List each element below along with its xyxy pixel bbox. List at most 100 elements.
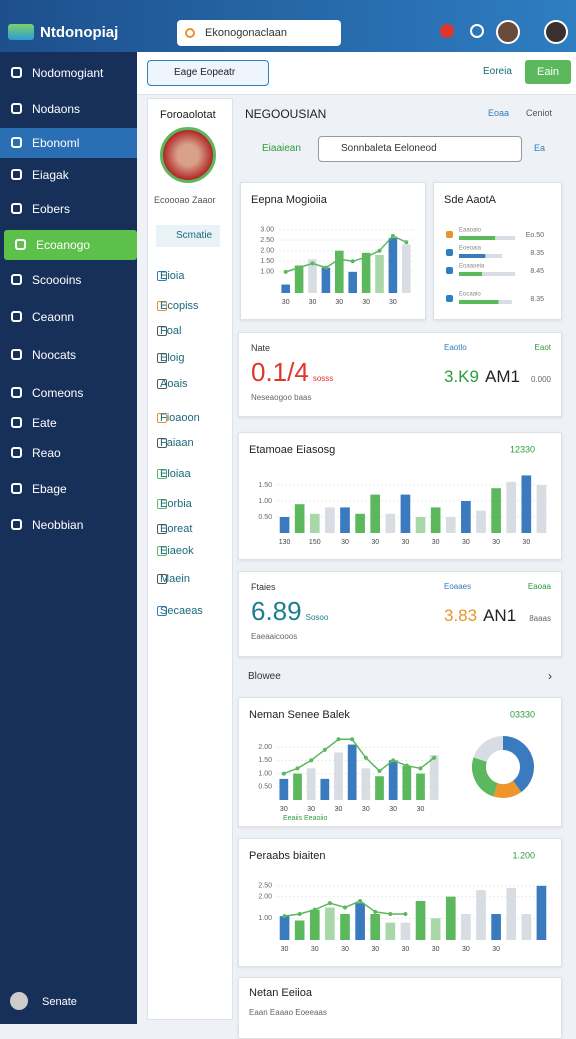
toolbar-search-text: Eage Eopeatr [174, 67, 236, 78]
notification-icon[interactable] [440, 24, 454, 38]
bar [340, 507, 350, 533]
sidebar-icon [15, 239, 26, 250]
profile-item[interactable]: Faiaan [160, 437, 194, 449]
x-tick-label: 30 [282, 299, 290, 306]
x-tick-label: 30 [522, 539, 530, 546]
bar [320, 778, 330, 800]
sidebar-item[interactable]: Nodaons [0, 94, 137, 124]
donut-segment [493, 780, 522, 798]
sidebar-item[interactable]: Comeons [0, 378, 137, 408]
donut-segment [502, 736, 534, 793]
sidebar-icon [11, 447, 22, 458]
chevron[interactable]: › [548, 669, 552, 683]
settings-icon[interactable] [470, 24, 484, 38]
progress-bar [495, 236, 516, 240]
profile-item[interactable]: Eioia [160, 270, 185, 282]
dropdown-side[interactable]: Ea [534, 143, 546, 153]
profile-item[interactable]: Eoreat [160, 523, 193, 535]
bar [476, 510, 486, 533]
search-text: Ekonogonaclaan [205, 27, 287, 39]
kpi-unit: Sosoo [305, 613, 329, 622]
profile-item[interactable]: Eloig [160, 352, 185, 364]
profile-item[interactable]: Eiaeok [160, 545, 194, 557]
profile-item[interactable]: Foal [160, 325, 182, 337]
bar [415, 901, 426, 940]
bar [294, 504, 305, 533]
search-icon [185, 28, 195, 38]
sidebar-icon [11, 311, 22, 322]
toolbar-search[interactable]: Eage Eopeatr [147, 60, 269, 86]
progress-value: 8.35 [530, 250, 544, 257]
chart: Peraabs biaiten 1.200 1.00 2.00 2.50 30 30 30 30… [249, 850, 549, 953]
line [285, 234, 407, 273]
kpi-right-tag: Eaoaa [527, 582, 551, 591]
bar [279, 517, 290, 533]
avatar[interactable] [544, 20, 568, 44]
logo [8, 24, 34, 40]
sidebar-item[interactable]: Eiagak [0, 160, 137, 190]
bar [325, 907, 335, 940]
bar [279, 778, 289, 800]
sidebar-icon [11, 137, 22, 148]
sidebar-item[interactable]: Neobbian [0, 510, 137, 540]
chart-title: Etamoae Eiasosg [249, 444, 335, 456]
bar [321, 267, 331, 293]
y-tick-label: 2.50 [258, 883, 272, 890]
y-tick-label: 1.50 [258, 482, 272, 489]
progress-bar [459, 272, 483, 276]
sidebar-item[interactable]: Ceaonn [0, 302, 137, 332]
profile-item[interactable]: Secaeas [160, 605, 203, 617]
profile-item[interactable]: Eorbia [160, 498, 192, 510]
profile-item[interactable]: Aoais [160, 378, 188, 390]
bar [445, 517, 456, 533]
sidebar-item[interactable]: Nodomogiant [0, 58, 137, 88]
sidebar-item[interactable]: Ebonoml [0, 128, 137, 158]
profile-panel: Foroaolotat Ecoooao Zaaor Scmatie [147, 98, 233, 1020]
sidebar-item[interactable]: Scoooins [0, 265, 137, 295]
avatar[interactable] [496, 20, 520, 44]
profile-item[interactable]: Ecopiss [160, 300, 199, 312]
chart-tag: 1.200 [512, 850, 535, 860]
y-tick-label: 2.00 [258, 894, 272, 901]
chart-tag: 03330 [510, 709, 535, 719]
y-tick-label: 1.00 [258, 498, 272, 505]
search-box[interactable]: Ekonogonaclaan [177, 20, 341, 46]
sidebar-label: Noocats [32, 348, 77, 362]
kpi-card: Ftaies 6.89 Sosoo Eaeaaicooos Eoaaes Eaoaa 3.8… [238, 571, 562, 657]
progress-bar [498, 300, 512, 304]
profile-item[interactable]: Maein [160, 573, 190, 585]
bar [536, 485, 547, 533]
toolbar-link[interactable]: Eoreia [483, 66, 512, 77]
dropdown[interactable]: Sonnbaleta Eeloneod [318, 136, 522, 162]
kpi-value-text: 0.1/4 [251, 357, 309, 387]
sidebar-item[interactable]: Reao [0, 438, 137, 468]
kpi-label: Ftaies [251, 582, 276, 592]
bar [306, 768, 316, 800]
progress-bar [482, 272, 516, 276]
main-link[interactable]: Ceniot [526, 108, 553, 118]
toolbar-button[interactable]: Eain [525, 60, 571, 84]
profile-item[interactable]: Eloiaa [160, 468, 191, 480]
y-tick-label: 1.50 [258, 757, 272, 764]
bar [521, 914, 532, 940]
sidebar-item[interactable]: Eobers [0, 194, 137, 224]
sidebar-item[interactable]: Ecoanogo [4, 230, 137, 260]
bar [415, 517, 426, 533]
y-tick-label: 2.00 [258, 744, 272, 751]
profile-icon [157, 606, 167, 616]
y-tick-label: 2.50 [260, 237, 274, 244]
sidebar-footer: Senate [42, 996, 77, 1008]
footer-card: Netan Eeiioa Eaan Eaaao Eoeeaas [238, 977, 562, 1039]
sidebar-item[interactable]: Ebage [0, 474, 137, 504]
profile-item[interactable]: Fioaoon [160, 412, 200, 424]
main-link[interactable]: Eoaa [488, 108, 510, 118]
chart-card: Eepna Mogioiia 1.00 1.50 2.00 2.50 3.00 30 30 30… [240, 182, 426, 320]
x-tick-label: 30 [432, 946, 440, 953]
chart-tag: 12330 [510, 444, 535, 454]
sidebar-item[interactable]: Eate [0, 408, 137, 438]
sidebar-label: Comeons [32, 386, 84, 400]
sidebar-item[interactable]: Noocats [0, 340, 137, 370]
profile-icon [157, 379, 167, 389]
profile-action[interactable]: Scmatie [156, 225, 220, 247]
